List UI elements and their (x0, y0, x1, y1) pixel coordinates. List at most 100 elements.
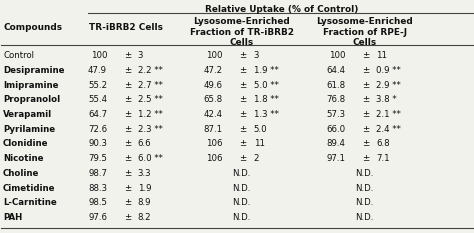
Text: 11: 11 (254, 139, 264, 148)
Text: N.D.: N.D. (233, 184, 251, 193)
Text: ±: ± (124, 95, 131, 104)
Text: ±: ± (124, 66, 131, 75)
Text: Propranolol: Propranolol (3, 95, 60, 104)
Text: N.D.: N.D. (356, 198, 374, 207)
Text: ±: ± (124, 169, 131, 178)
Text: 64.4: 64.4 (327, 66, 346, 75)
Text: Lysosome-Enriched
Fraction of TR-iBRB2
Cells: Lysosome-Enriched Fraction of TR-iBRB2 C… (190, 17, 294, 47)
Text: ±: ± (124, 213, 131, 222)
Text: 89.4: 89.4 (327, 139, 346, 148)
Text: ±: ± (124, 154, 131, 163)
Text: 55.4: 55.4 (88, 95, 107, 104)
Text: 8.9: 8.9 (138, 198, 151, 207)
Text: N.D.: N.D. (356, 184, 374, 193)
Text: ±: ± (239, 125, 247, 134)
Text: ±: ± (124, 51, 131, 60)
Text: ±: ± (363, 125, 370, 134)
Text: 106: 106 (206, 154, 223, 163)
Text: ±: ± (363, 80, 370, 89)
Text: 49.6: 49.6 (204, 80, 223, 89)
Text: 90.3: 90.3 (88, 139, 107, 148)
Text: Nicotine: Nicotine (3, 154, 44, 163)
Text: ±: ± (363, 66, 370, 75)
Text: Lysosome-Enriched
Fraction of RPE-J
Cells: Lysosome-Enriched Fraction of RPE-J Cell… (316, 17, 413, 47)
Text: 97.1: 97.1 (327, 154, 346, 163)
Text: 98.7: 98.7 (88, 169, 107, 178)
Text: Desipramine: Desipramine (3, 66, 64, 75)
Text: 1.3 **: 1.3 ** (254, 110, 278, 119)
Text: 1.9 **: 1.9 ** (254, 66, 278, 75)
Text: 55.2: 55.2 (88, 80, 107, 89)
Text: ±: ± (239, 51, 247, 60)
Text: Verapamil: Verapamil (3, 110, 52, 119)
Text: N.D.: N.D. (233, 169, 251, 178)
Text: 79.5: 79.5 (88, 154, 107, 163)
Text: 47.2: 47.2 (204, 66, 223, 75)
Text: 47.9: 47.9 (88, 66, 107, 75)
Text: ±: ± (239, 139, 247, 148)
Text: 72.6: 72.6 (88, 125, 107, 134)
Text: 7.1: 7.1 (376, 154, 390, 163)
Text: 5.0: 5.0 (254, 125, 267, 134)
Text: Imipramine: Imipramine (3, 80, 59, 89)
Text: 97.6: 97.6 (88, 213, 107, 222)
Text: 2.4 **: 2.4 ** (376, 125, 401, 134)
Text: 100: 100 (329, 51, 346, 60)
Text: 87.1: 87.1 (204, 125, 223, 134)
Text: 2.5 **: 2.5 ** (138, 95, 163, 104)
Text: ±: ± (239, 110, 247, 119)
Text: PAH: PAH (3, 213, 22, 222)
Text: 106: 106 (206, 139, 223, 148)
Text: 3: 3 (254, 51, 259, 60)
Text: 6.6: 6.6 (138, 139, 151, 148)
Text: 64.7: 64.7 (88, 110, 107, 119)
Text: Compounds: Compounds (3, 23, 62, 32)
Text: 6.0 **: 6.0 ** (138, 154, 163, 163)
Text: 1.8 **: 1.8 ** (254, 95, 278, 104)
Text: 5.0 **: 5.0 ** (254, 80, 278, 89)
Text: ±: ± (363, 110, 370, 119)
Text: ±: ± (363, 95, 370, 104)
Text: 61.8: 61.8 (327, 80, 346, 89)
Text: 11: 11 (376, 51, 387, 60)
Text: Clonidine: Clonidine (3, 139, 48, 148)
Text: ±: ± (124, 80, 131, 89)
Text: 3.8 *: 3.8 * (376, 95, 397, 104)
Text: 2.7 **: 2.7 ** (138, 80, 163, 89)
Text: 2.2 **: 2.2 ** (138, 66, 163, 75)
Text: 1.9: 1.9 (138, 184, 151, 193)
Text: ±: ± (363, 51, 370, 60)
Text: N.D.: N.D. (356, 213, 374, 222)
Text: ±: ± (124, 198, 131, 207)
Text: ±: ± (363, 139, 370, 148)
Text: Cimetidine: Cimetidine (3, 184, 55, 193)
Text: 76.8: 76.8 (327, 95, 346, 104)
Text: 1.2 **: 1.2 ** (138, 110, 163, 119)
Text: TR-iBRB2 Cells: TR-iBRB2 Cells (89, 23, 163, 32)
Text: ±: ± (239, 66, 247, 75)
Text: ±: ± (124, 139, 131, 148)
Text: 66.0: 66.0 (327, 125, 346, 134)
Text: ±: ± (124, 125, 131, 134)
Text: 6.8: 6.8 (376, 139, 390, 148)
Text: 2.1 **: 2.1 ** (376, 110, 401, 119)
Text: ±: ± (239, 80, 247, 89)
Text: 100: 100 (91, 51, 107, 60)
Text: ±: ± (239, 154, 247, 163)
Text: 65.8: 65.8 (204, 95, 223, 104)
Text: L-Carnitine: L-Carnitine (3, 198, 57, 207)
Text: 88.3: 88.3 (88, 184, 107, 193)
Text: Pyrilamine: Pyrilamine (3, 125, 55, 134)
Text: ±: ± (124, 184, 131, 193)
Text: ±: ± (363, 154, 370, 163)
Text: Choline: Choline (3, 169, 39, 178)
Text: N.D.: N.D. (233, 213, 251, 222)
Text: 3: 3 (138, 51, 143, 60)
Text: 0.9 **: 0.9 ** (376, 66, 401, 75)
Text: N.D.: N.D. (356, 169, 374, 178)
Text: 42.4: 42.4 (204, 110, 223, 119)
Text: 57.3: 57.3 (327, 110, 346, 119)
Text: Relative Uptake (% of Control): Relative Uptake (% of Control) (205, 5, 359, 14)
Text: 98.5: 98.5 (88, 198, 107, 207)
Text: 8.2: 8.2 (138, 213, 151, 222)
